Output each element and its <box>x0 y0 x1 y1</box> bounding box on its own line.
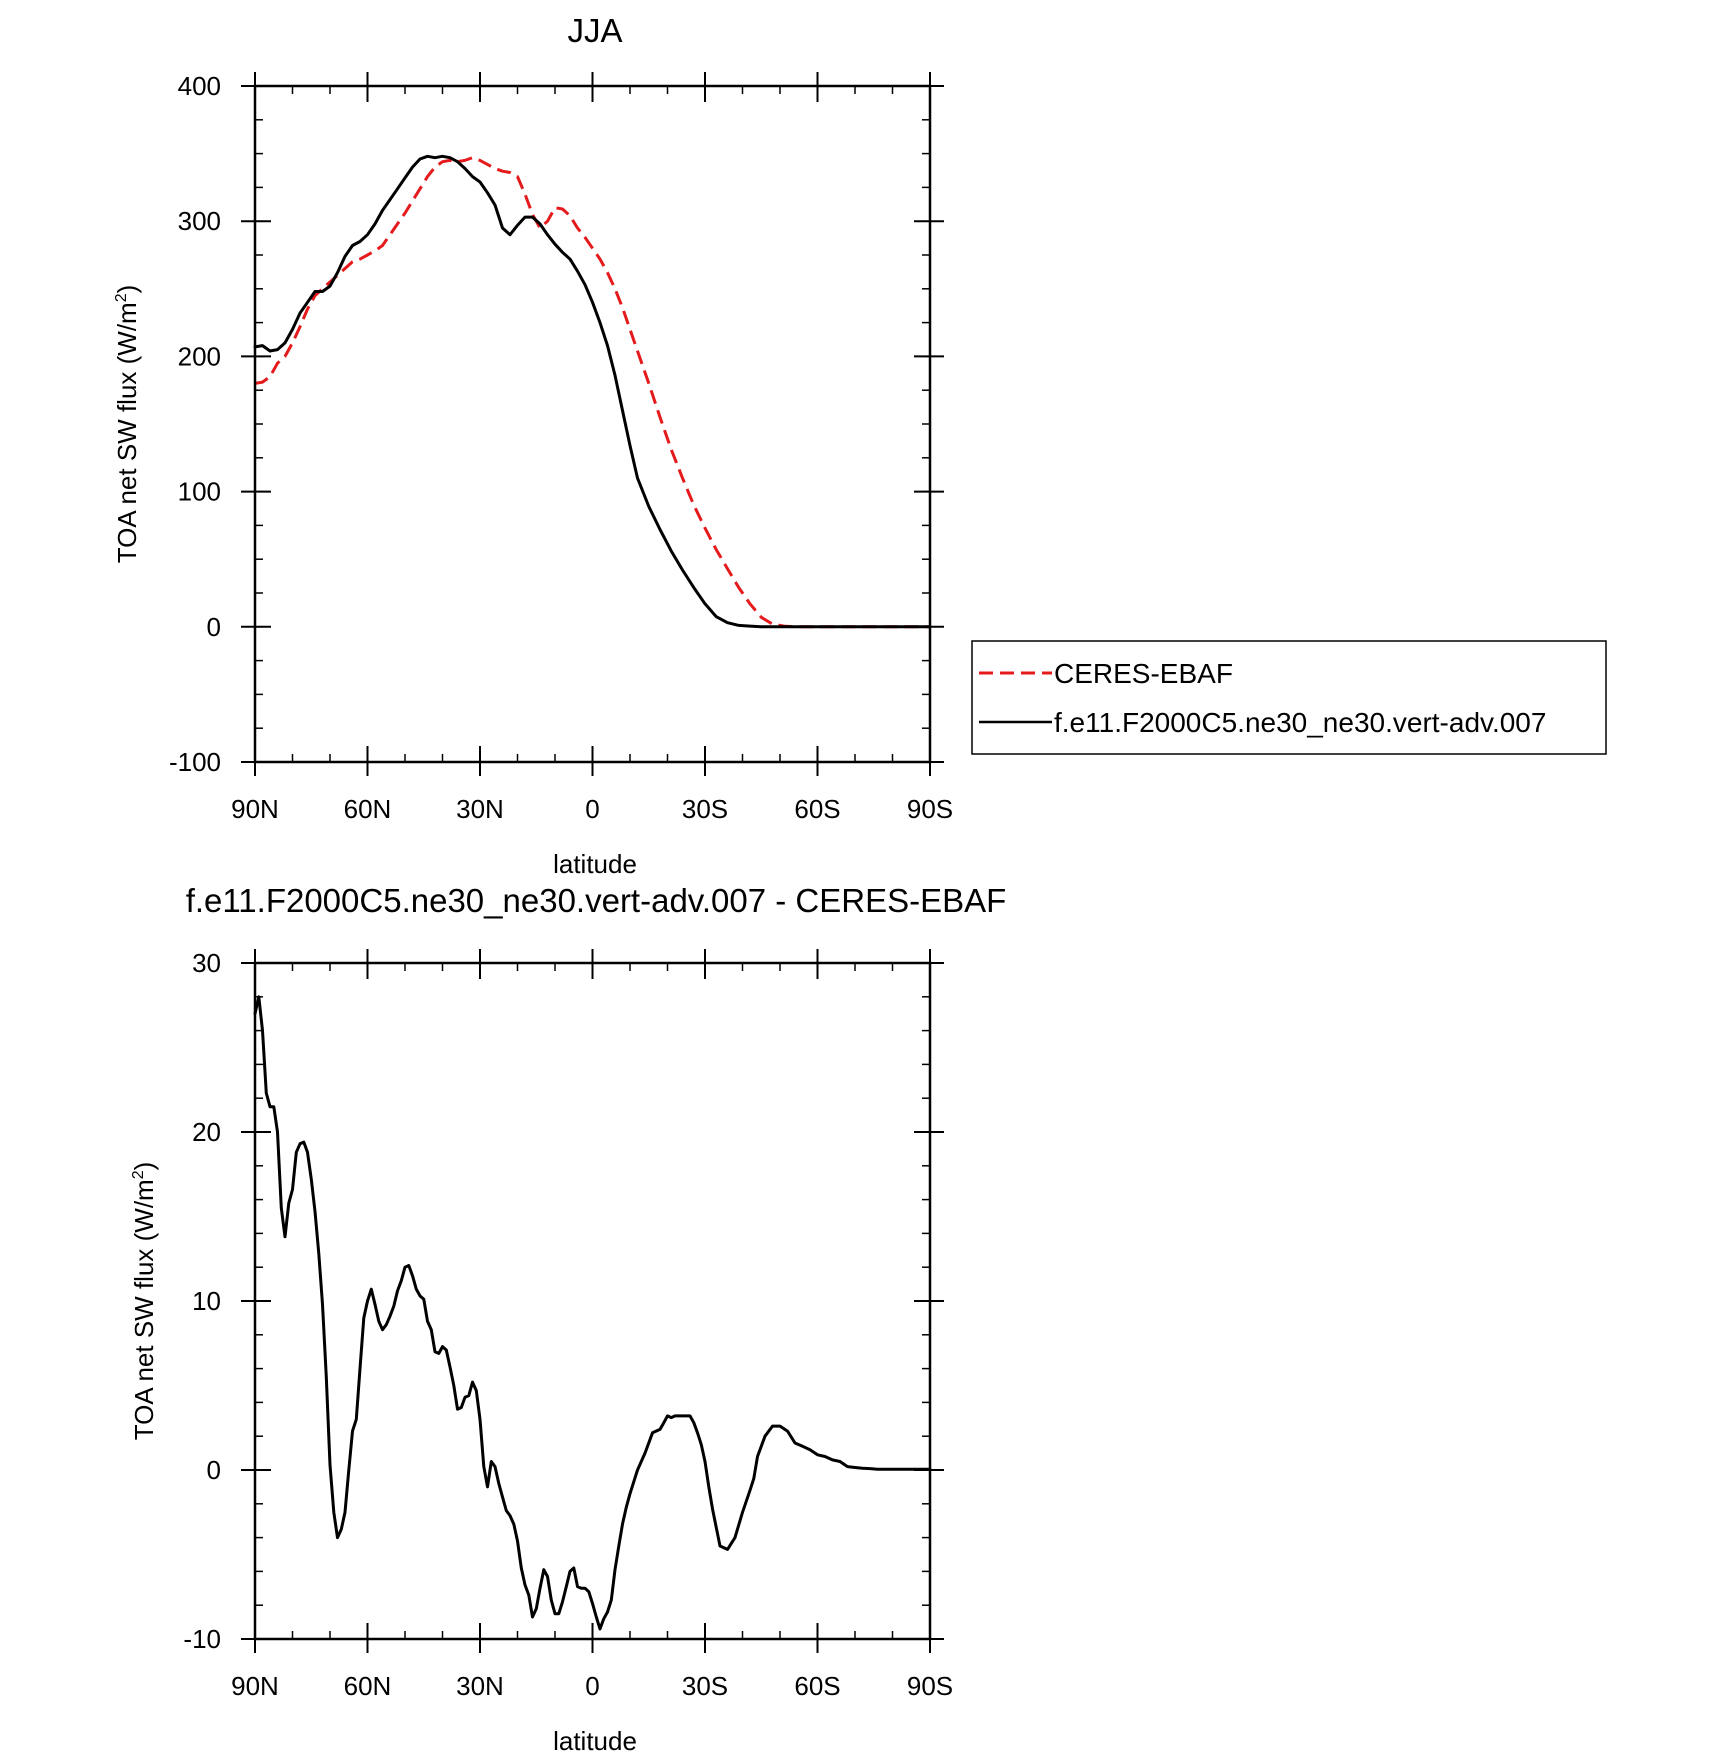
top-chart-ytick-label: -100 <box>169 747 221 777</box>
bottom-chart-tick-labels: 90N 60N 30N 0 30S 60S 90S 30 20 10 0 -10 <box>183 948 953 1701</box>
top-chart-ytick-label: 0 <box>207 612 221 642</box>
top-chart-ytick-label: 300 <box>178 206 221 236</box>
top-chart-xtick-label: 0 <box>585 794 599 824</box>
bottom-chart-ytick-label: -10 <box>183 1624 221 1654</box>
top-chart-series-0 <box>254 156 930 629</box>
bottom-chart-xtick-label: 0 <box>585 1671 599 1701</box>
bottom-chart-xtick-label: 60N <box>344 1671 392 1701</box>
bottom-chart-ytick-label: 0 <box>207 1455 221 1485</box>
top-chart-frame <box>253 84 932 764</box>
top-chart-xtick-label: 60S <box>794 794 840 824</box>
bottom-chart-xtick-label: 90S <box>907 1671 953 1701</box>
bottom-chart-xtick-label: 30S <box>682 1671 728 1701</box>
bottom-chart-ytick-label: 20 <box>192 1117 221 1147</box>
top-chart-series <box>253 154 932 629</box>
top-chart-xtick-label: 90S <box>907 794 953 824</box>
top-chart-ticks <box>241 72 944 776</box>
top-chart-xtick-label: 30N <box>456 794 504 824</box>
top-chart-series-1 <box>253 154 932 629</box>
bottom-chart-ytick-label: 30 <box>192 948 221 978</box>
top-chart-tick-labels: 90N 60N 30N 0 30S 60S 90S 400 300 200 100 0 -100 <box>169 71 953 824</box>
legend-box <box>971 640 1607 755</box>
top-chart-title: JJA <box>567 12 622 49</box>
bottom-chart-xtick-label: 60S <box>794 1671 840 1701</box>
bottom-chart-xtick-label: 30N <box>456 1671 504 1701</box>
bottom-chart-series-0 <box>253 995 932 1631</box>
top-chart-xtick-label: 30S <box>682 794 728 824</box>
top-chart-xtick-label: 90N <box>231 794 279 824</box>
top-chart-ytick-label: 400 <box>178 71 221 101</box>
bottom-chart-frame <box>253 961 932 1641</box>
bottom-chart-series <box>253 995 932 1631</box>
top-chart-ytick-label: 200 <box>178 341 221 371</box>
legend-label-model: f.e11.F2000C5.ne30_ne30.vert-adv.007 <box>1054 707 1546 738</box>
top-chart-xlabel: latitude <box>553 849 637 879</box>
bottom-chart: f.e11.F2000C5.ne30_ne30.vert-adv.007 - C… <box>129 882 1006 1756</box>
bottom-chart-ytick-label: 10 <box>192 1286 221 1316</box>
bottom-chart-xtick-label: 90N <box>231 1671 279 1701</box>
bottom-chart-ticks <box>241 949 944 1653</box>
bottom-chart-title: f.e11.F2000C5.ne30_ne30.vert-adv.007 - C… <box>186 882 1007 919</box>
bottom-chart-ylabel: TOA net SW flux (W/m2) <box>129 1162 159 1441</box>
bottom-chart-xlabel: latitude <box>553 1726 637 1756</box>
top-chart-ylabel: TOA net SW flux (W/m2) <box>112 285 142 564</box>
legend-label-ceres: CERES-EBAF <box>1054 658 1233 689</box>
top-chart: JJA 90N 60N 30N 0 30S 60S 90S 400 300 200 100 0 -100… <box>112 12 1607 879</box>
top-chart-ytick-label: 100 <box>178 477 221 507</box>
top-chart-xtick-label: 60N <box>344 794 392 824</box>
top-chart-legend: CERES-EBAF f.e11.F2000C5.ne30_ne30.vert-… <box>971 640 1607 755</box>
